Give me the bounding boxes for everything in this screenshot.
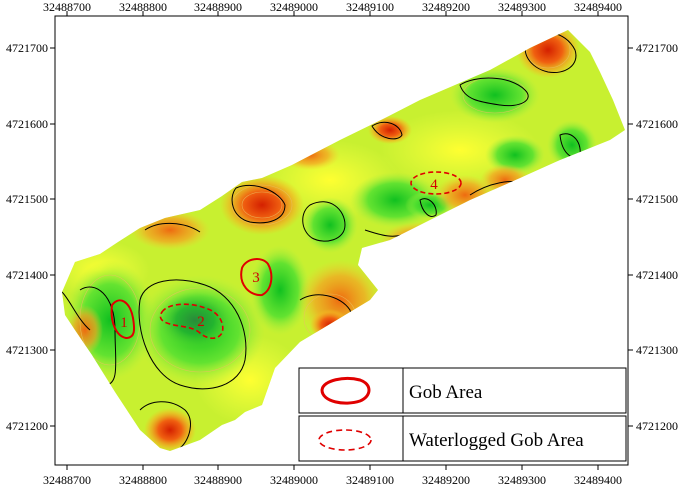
x-axis-labels-bottom: 32488700 32488800 32488900 32489000 3248… xyxy=(43,473,622,487)
gob-area-symbol xyxy=(320,376,371,405)
x-tick-label: 32488800 xyxy=(119,473,167,487)
y-tick-label: 4721300 xyxy=(636,343,678,357)
y-axis-labels-left: 4721700 4721600 4721500 4721400 4721300 … xyxy=(6,41,48,433)
zone-1-gob-area: 1 xyxy=(110,299,136,340)
zone-4-label: 4 xyxy=(430,177,438,193)
x-tick-label: 32489100 xyxy=(346,0,394,14)
legend-swatch-box-waterlogged xyxy=(298,415,404,462)
waterlogged-gob-area-symbol xyxy=(318,429,372,451)
x-tick-label: 32489100 xyxy=(346,473,394,487)
y-tick-label: 4721700 xyxy=(636,41,678,55)
zone-3-gob-area: 3 xyxy=(240,258,273,297)
map-frame xyxy=(54,15,629,466)
x-tick-label: 32488900 xyxy=(194,0,242,14)
x-tick-label: 32489000 xyxy=(270,0,318,14)
x-tick-label: 32489200 xyxy=(422,0,470,14)
zone-2-waterlogged-gob-area: 2 xyxy=(159,303,224,340)
x-tick-label: 32489400 xyxy=(574,0,622,14)
y-axis-labels-right: 4721700 4721600 4721500 4721400 4721300 … xyxy=(636,41,678,433)
y-tick-label: 4721500 xyxy=(636,192,678,206)
x-tick-label: 32489400 xyxy=(574,473,622,487)
zone-1-label: 1 xyxy=(120,315,128,331)
legend: Gob Area Waterlogged Gob Area xyxy=(298,367,627,462)
y-tick-label: 4721500 xyxy=(6,192,48,206)
x-tick-label: 32489200 xyxy=(422,473,470,487)
x-tick-label: 32489300 xyxy=(498,473,546,487)
frame-ticks xyxy=(50,11,633,470)
y-tick-label: 4721400 xyxy=(6,268,48,282)
x-tick-label: 32488700 xyxy=(43,0,91,14)
y-tick-label: 4721400 xyxy=(636,268,678,282)
zone-4-waterlogged-gob-area: 4 xyxy=(410,171,462,195)
y-tick-label: 4721300 xyxy=(6,343,48,357)
x-tick-label: 32488700 xyxy=(43,473,91,487)
x-tick-label: 32488900 xyxy=(194,473,242,487)
legend-label-box-waterlogged xyxy=(402,415,627,462)
y-tick-label: 4721600 xyxy=(6,117,48,131)
y-tick-label: 4721200 xyxy=(636,419,678,433)
y-tick-label: 4721200 xyxy=(6,419,48,433)
y-tick-label: 4721600 xyxy=(636,117,678,131)
x-tick-label: 32489300 xyxy=(498,0,546,14)
legend-label-waterlogged-gob-area: Waterlogged Gob Area xyxy=(409,430,584,451)
legend-swatch-box-gob xyxy=(298,367,404,414)
legend-label-gob-area: Gob Area xyxy=(409,382,483,403)
legend-label-box-gob xyxy=(402,367,627,414)
x-axis-labels-top: 32488700 32488800 32488900 32489000 3248… xyxy=(43,0,622,14)
zone-2-label: 2 xyxy=(197,314,205,330)
zone-3-label: 3 xyxy=(252,270,260,286)
x-tick-label: 32489000 xyxy=(270,473,318,487)
y-tick-label: 4721700 xyxy=(6,41,48,55)
x-tick-label: 32488800 xyxy=(119,0,167,14)
